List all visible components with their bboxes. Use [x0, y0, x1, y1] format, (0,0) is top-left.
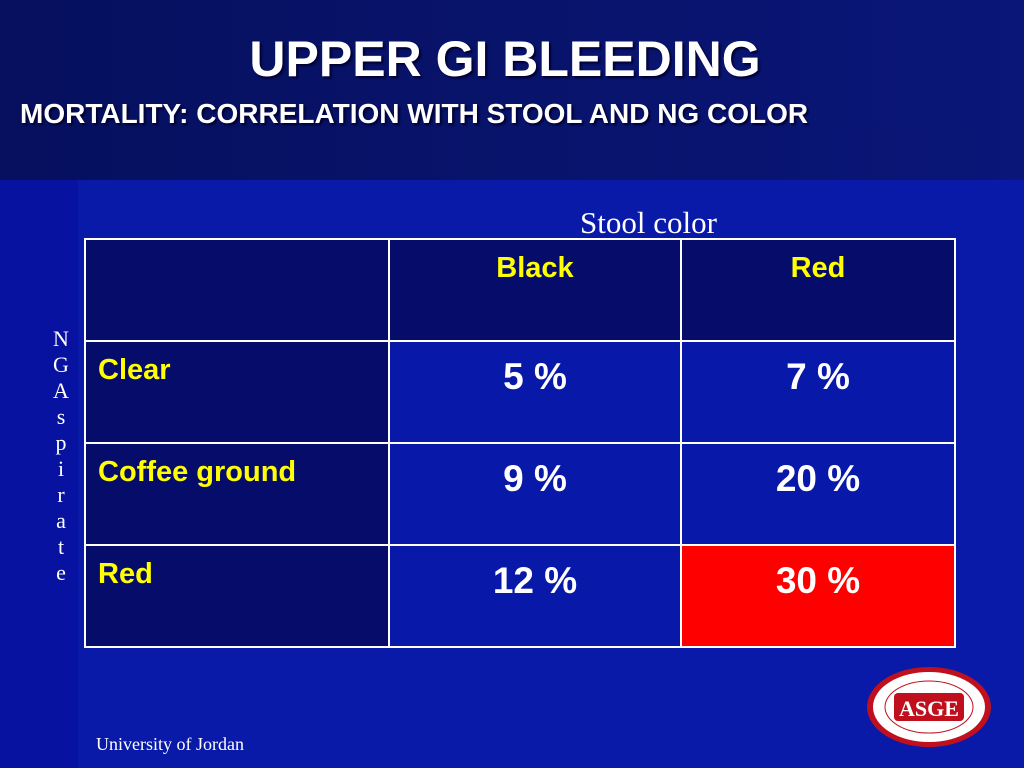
row-label-coffee-ground: Coffee ground [84, 442, 390, 546]
ng-letter: A [53, 378, 69, 403]
ng-letter: e [56, 560, 66, 585]
ng-letter: r [57, 482, 65, 507]
logo-text: ASGE [899, 696, 959, 721]
corner-cell [84, 238, 390, 342]
table-row: Coffee ground 9 % 20 % [84, 442, 956, 546]
logo-badge [894, 693, 964, 721]
cell-coffee-red: 20 % [680, 442, 956, 546]
cell-red-red-highlight: 30 % [680, 544, 956, 648]
mortality-table: Black Red Clear 5 % 7 % Coffee ground 9 … [84, 238, 956, 648]
column-header-red: Red [680, 238, 956, 342]
logo-rule [884, 680, 974, 734]
column-header-black: Black [388, 238, 682, 342]
table-header-row: Black Red [84, 238, 956, 342]
table-row: Clear 5 % 7 % [84, 340, 956, 444]
cell-coffee-black: 9 % [388, 442, 682, 546]
ng-letter: i [57, 456, 65, 481]
row-label-clear: Clear [84, 340, 390, 444]
cell-clear-red: 7 % [680, 340, 956, 444]
ng-letter: G [53, 352, 69, 377]
ng-letter: N [53, 326, 69, 351]
ng-letter: s [56, 404, 66, 429]
ng-aspirate-label: N G A s p i r a t e [48, 326, 74, 586]
footer-university: University of Jordan [96, 734, 244, 754]
left-strip [0, 180, 78, 768]
table-row: Red 12 % 30 % [84, 544, 956, 648]
row-label-red: Red [84, 544, 390, 648]
ng-letter: t [57, 534, 65, 559]
ng-letter: p [55, 430, 67, 455]
header-band [0, 0, 1024, 180]
cell-red-black: 12 % [388, 544, 682, 648]
asge-logo: ASGE [867, 667, 991, 747]
slide-title: UPPER GI BLEEDING [249, 31, 761, 87]
slide-subtitle: MORTALITY: CORRELATION WITH STOOL AND NG… [20, 98, 809, 129]
cell-clear-black: 5 % [388, 340, 682, 444]
stool-color-label: Stool color [580, 205, 717, 240]
ng-letter: a [56, 508, 66, 533]
